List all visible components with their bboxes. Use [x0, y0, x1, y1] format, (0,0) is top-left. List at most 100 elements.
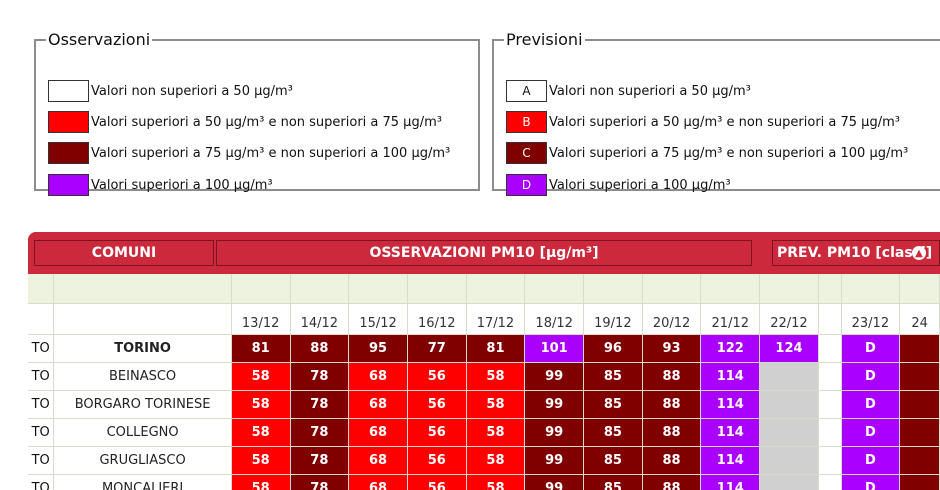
obs-value-cell: 85 — [583, 418, 643, 447]
obs-value-cell: 58 — [466, 474, 526, 490]
spacer-cell — [28, 274, 55, 304]
obs-date: 17/12 — [466, 303, 526, 335]
province-cell: TO — [28, 418, 55, 447]
obs-value-cell: 68 — [348, 474, 408, 490]
obs-value-cell: 58 — [231, 418, 291, 447]
prev-class-cell — [899, 418, 940, 447]
obs-value-cell: 88 — [290, 334, 350, 363]
obs-value-cell — [759, 362, 819, 391]
table-row: TO TORINO 81 88 95 77 81 101 96 93 122 124 D — [28, 334, 940, 363]
obs-value-cell: 114 — [700, 390, 761, 419]
header-comuni: COMUNI — [34, 240, 214, 266]
obs-value-cell: 78 — [290, 446, 350, 475]
province-cell: TO — [28, 446, 55, 475]
obs-value-cell: 58 — [466, 418, 526, 447]
separator-cell — [818, 334, 842, 363]
legend-previsioni-item: A Valori non superiori a 50 µg/m³ — [506, 79, 751, 103]
prev-class-cell — [899, 362, 940, 391]
spacer-cell — [642, 274, 702, 304]
table-header: COMUNI OSSERVAZIONI PM10 [µg/m³] PREV. P… — [28, 232, 940, 274]
obs-date: 18/12 — [524, 303, 585, 335]
legend-osservazioni-item: Valori non superiori a 50 µg/m³ — [48, 79, 293, 103]
spacer-cell — [524, 274, 585, 304]
legend-osservazioni-item: Valori superiori a 75 µg/m³ e non superi… — [48, 141, 450, 165]
legend-swatch — [48, 142, 89, 164]
pm10-grid: 13/12 14/12 15/12 16/12 17/12 18/12 19/12 20/12… — [28, 274, 940, 490]
obs-value-cell: 68 — [348, 418, 408, 447]
comune-name[interactable]: MONCALIERI — [53, 474, 232, 490]
pm10-table-panel: COMUNI OSSERVAZIONI PM10 [µg/m³] PREV. P… — [28, 232, 940, 490]
legend-previsioni-item: B Valori superiori a 50 µg/m³ e non supe… — [506, 110, 900, 134]
province-cell: TO — [28, 474, 55, 490]
obs-value-cell: 99 — [524, 446, 585, 475]
obs-value-cell: 56 — [407, 362, 467, 391]
comune-name[interactable]: BEINASCO — [53, 362, 232, 391]
date-cell-empty — [28, 303, 55, 335]
obs-value-cell: 58 — [466, 390, 526, 419]
obs-value-cell: 56 — [407, 446, 467, 475]
province-cell: TO — [28, 362, 55, 391]
obs-value-cell: 99 — [524, 362, 585, 391]
obs-value-cell: 88 — [642, 418, 702, 447]
prev-class-cell — [899, 446, 940, 475]
prev-date: 23/12 — [841, 303, 901, 335]
date-header-row: 13/12 14/12 15/12 16/12 17/12 18/12 19/12 20/12… — [28, 303, 940, 335]
obs-value-cell: 56 — [407, 474, 467, 490]
comune-name[interactable]: TORINO — [53, 334, 232, 363]
spacer-cell — [899, 274, 940, 304]
separator-cell — [818, 446, 842, 475]
collapse-icon[interactable]: ▲ — [912, 246, 926, 260]
spacer-cell — [53, 274, 232, 304]
obs-value-cell: 78 — [290, 418, 350, 447]
obs-value-cell: 93 — [642, 334, 702, 363]
separator-cell — [818, 390, 842, 419]
obs-value-cell: 101 — [524, 334, 585, 363]
prev-class-cell: D — [841, 334, 901, 363]
obs-value-cell: 122 — [700, 334, 761, 363]
comune-name[interactable]: GRUGLIASCO — [53, 446, 232, 475]
legend-text: Valori non superiori a 50 µg/m³ — [91, 83, 293, 99]
obs-value-cell: 88 — [642, 446, 702, 475]
table-row: TO MONCALIERI 58 78 68 56 58 99 85 88 114 D — [28, 474, 940, 490]
table-body: 13/12 14/12 15/12 16/12 17/12 18/12 19/12 20/12… — [28, 274, 940, 490]
obs-value-cell: 99 — [524, 390, 585, 419]
legend-text: Valori superiori a 50 µg/m³ e non superi… — [549, 114, 900, 130]
obs-value-cell: 68 — [348, 362, 408, 391]
obs-value-cell: 81 — [231, 334, 291, 363]
prev-class-cell — [899, 334, 940, 363]
spacer-cell — [231, 274, 291, 304]
legend-text: Valori superiori a 100 µg/m³ — [91, 177, 273, 193]
legend-text: Valori superiori a 75 µg/m³ e non superi… — [549, 145, 909, 161]
obs-value-cell: 81 — [466, 334, 526, 363]
obs-value-cell: 99 — [524, 474, 585, 490]
obs-value-cell: 114 — [700, 362, 761, 391]
obs-value-cell — [759, 474, 819, 490]
obs-value-cell: 58 — [231, 474, 291, 490]
comune-name[interactable]: BORGARO TORINESE — [53, 390, 232, 419]
prev-class-cell — [899, 474, 940, 490]
legend-swatch — [48, 80, 89, 102]
spacer-cell — [700, 274, 761, 304]
legend-text: Valori superiori a 100 µg/m³ — [549, 177, 731, 193]
obs-value-cell: 77 — [407, 334, 467, 363]
obs-date: 20/12 — [642, 303, 702, 335]
legend-text: Valori superiori a 75 µg/m³ e non superi… — [91, 145, 451, 161]
obs-value-cell: 78 — [290, 362, 350, 391]
obs-value-cell: 95 — [348, 334, 408, 363]
legend-text: Valori non superiori a 50 µg/m³ — [549, 83, 751, 99]
obs-value-cell — [759, 446, 819, 475]
obs-value-cell: 56 — [407, 390, 467, 419]
obs-date: 15/12 — [348, 303, 408, 335]
legend-swatch: D — [506, 174, 547, 196]
obs-date: 21/12 — [700, 303, 761, 335]
comune-name[interactable]: COLLEGNO — [53, 418, 232, 447]
obs-value-cell: 68 — [348, 390, 408, 419]
obs-value-cell: 124 — [759, 334, 819, 363]
date-cell-empty — [53, 303, 232, 335]
obs-date: 22/12 — [759, 303, 819, 335]
table-row: TO BEINASCO 58 78 68 56 58 99 85 88 114 D — [28, 362, 940, 391]
prev-date: 24 — [899, 303, 940, 335]
legend-osservazioni-item: Valori superiori a 50 µg/m³ e non superi… — [48, 110, 442, 134]
obs-value-cell: 114 — [700, 474, 761, 490]
legend-previsioni: Previsioni A Valori non superiori a 50 µ… — [492, 30, 940, 196]
